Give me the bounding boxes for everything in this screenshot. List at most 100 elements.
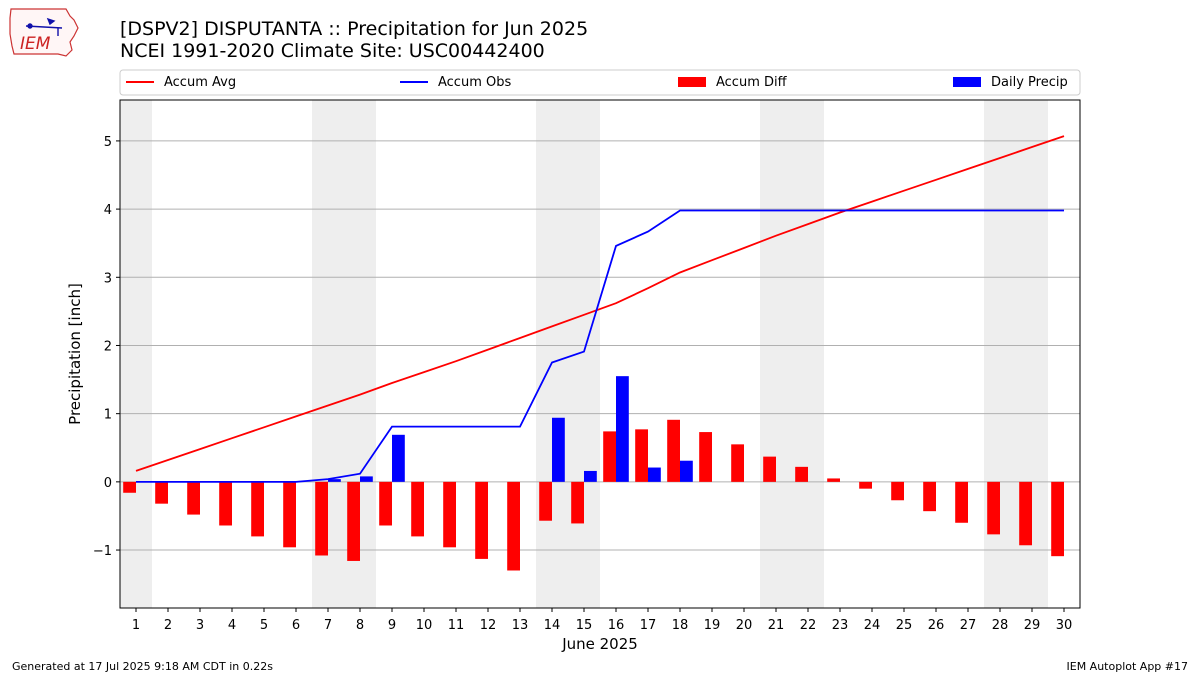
accum-diff-bar <box>603 431 616 482</box>
accum-diff-bar <box>443 481 456 548</box>
y-tick-label: 4 <box>104 203 112 218</box>
generated-timestamp: Generated at 17 Jul 2025 9:18 AM CDT in … <box>12 660 273 673</box>
accum-diff-bar <box>155 481 168 504</box>
daily-precip-bar <box>584 470 597 482</box>
x-tick-label: 11 <box>448 618 465 633</box>
accum-diff-bar <box>571 481 584 524</box>
daily-precip-bar <box>360 476 373 482</box>
legend-box <box>119 69 1081 96</box>
x-tick-label: 3 <box>196 618 204 633</box>
legend-daily-precip-label: Daily Precip <box>991 75 1068 90</box>
x-tick-label: 5 <box>260 618 268 633</box>
accum-diff-bar <box>1019 481 1032 546</box>
accum-diff-bar <box>635 429 648 482</box>
accum-diff-bar <box>827 478 840 482</box>
x-tick-label: 9 <box>388 618 396 633</box>
x-tick-label: 22 <box>800 618 817 633</box>
accum-diff-bar <box>859 481 872 489</box>
weekend-band <box>760 100 792 608</box>
app-label: IEM Autoplot App #17 <box>1066 660 1189 673</box>
accum-diff-bar <box>539 481 552 521</box>
x-tick-label: 17 <box>640 618 657 633</box>
iem-logo: IEM <box>9 8 79 57</box>
accum-diff-bar <box>187 481 200 515</box>
x-tick-label: 25 <box>896 618 913 633</box>
x-tick-label: 28 <box>992 618 1009 633</box>
accum-diff-bar <box>379 481 392 526</box>
daily-precip-bar <box>392 434 405 482</box>
daily-precip-bar <box>552 417 565 482</box>
accum-diff-bar <box>507 481 520 571</box>
daily-precip-bar <box>328 479 341 482</box>
y-tick-label: 3 <box>104 271 112 286</box>
accum-diff-bar <box>987 481 1000 535</box>
legend-accum-obs-label: Accum Obs <box>438 75 511 90</box>
accum-obs-line <box>136 209 1064 483</box>
accum-diff-bar <box>763 456 776 482</box>
x-tick-label: 29 <box>1024 618 1041 633</box>
daily-precip-bar <box>648 467 661 482</box>
accum-diff-bar <box>731 444 744 482</box>
weekend-band <box>792 100 824 608</box>
logo-text: IEM <box>20 34 51 54</box>
weekend-band <box>568 100 600 608</box>
weather-station-icon <box>25 17 63 36</box>
accum-diff-bar <box>219 481 232 526</box>
chart-subtitle: NCEI 1991-2020 Climate Site: USC00442400 <box>120 40 545 62</box>
weekend-band <box>120 100 152 608</box>
x-axis-label: June 2025 <box>561 635 638 653</box>
daily-precip-bar <box>616 376 629 482</box>
x-tick-label: 4 <box>228 618 236 633</box>
x-tick-label: 27 <box>960 618 977 633</box>
y-axis-label: Precipitation [inch] <box>66 283 84 425</box>
legend-daily-precip-swatch <box>953 77 981 87</box>
accum-diff-bar <box>411 481 424 537</box>
x-tick-label: 2 <box>164 618 172 633</box>
x-tick-label: 24 <box>864 618 881 633</box>
line-series <box>135 135 1065 483</box>
bar-series <box>123 376 1064 571</box>
accum-diff-bar <box>955 481 968 523</box>
weekend-bands <box>120 100 1048 608</box>
accum-diff-bar <box>795 466 808 482</box>
grid-lines <box>120 140 1080 551</box>
legend-accum-avg-label: Accum Avg <box>164 75 236 90</box>
x-tick-label: 10 <box>416 618 433 633</box>
x-tick-label: 13 <box>512 618 529 633</box>
accum-diff-bar <box>475 481 488 559</box>
x-tick-label: 20 <box>736 618 753 633</box>
x-tick-label: 12 <box>480 618 497 633</box>
accum-diff-bar <box>891 481 904 501</box>
plot-frame <box>119 99 1081 609</box>
x-tick-label: 19 <box>704 618 721 633</box>
accum-diff-bar <box>1051 481 1064 557</box>
y-tick-label: 5 <box>104 135 112 150</box>
chart-title: [DSPV2] DISPUTANTA :: Precipitation for … <box>120 18 589 40</box>
x-tick-label: 26 <box>928 618 945 633</box>
accum-diff-bar <box>251 481 264 537</box>
accum-diff-bar <box>923 481 936 512</box>
y-tick-label: 0 <box>104 476 112 491</box>
daily-precip-bar <box>680 460 693 482</box>
weekend-band <box>536 100 568 608</box>
y-tick-label: −1 <box>93 544 112 559</box>
x-tick-label: 16 <box>608 618 625 633</box>
x-tick-label: 21 <box>768 618 785 633</box>
y-tick-label: 2 <box>104 339 112 354</box>
accum-diff-bar <box>699 432 712 482</box>
x-tick-label: 8 <box>356 618 364 633</box>
x-tick-label: 7 <box>324 618 332 633</box>
x-tick-label: 15 <box>576 618 593 633</box>
accum-avg-line <box>135 135 1065 472</box>
accum-diff-bar <box>667 419 680 482</box>
legend-accum-diff-swatch <box>678 77 706 87</box>
x-tick-label: 14 <box>544 618 561 633</box>
y-tick-label: 1 <box>104 408 112 423</box>
legend: Accum Avg Accum Obs Accum Diff Daily Precip <box>119 69 1081 96</box>
accum-diff-bar <box>283 481 296 548</box>
legend-accum-diff-label: Accum Diff <box>716 75 788 90</box>
accum-diff-bar <box>315 481 328 556</box>
x-tick-label: 18 <box>672 618 689 633</box>
x-tick-label: 30 <box>1056 618 1073 633</box>
